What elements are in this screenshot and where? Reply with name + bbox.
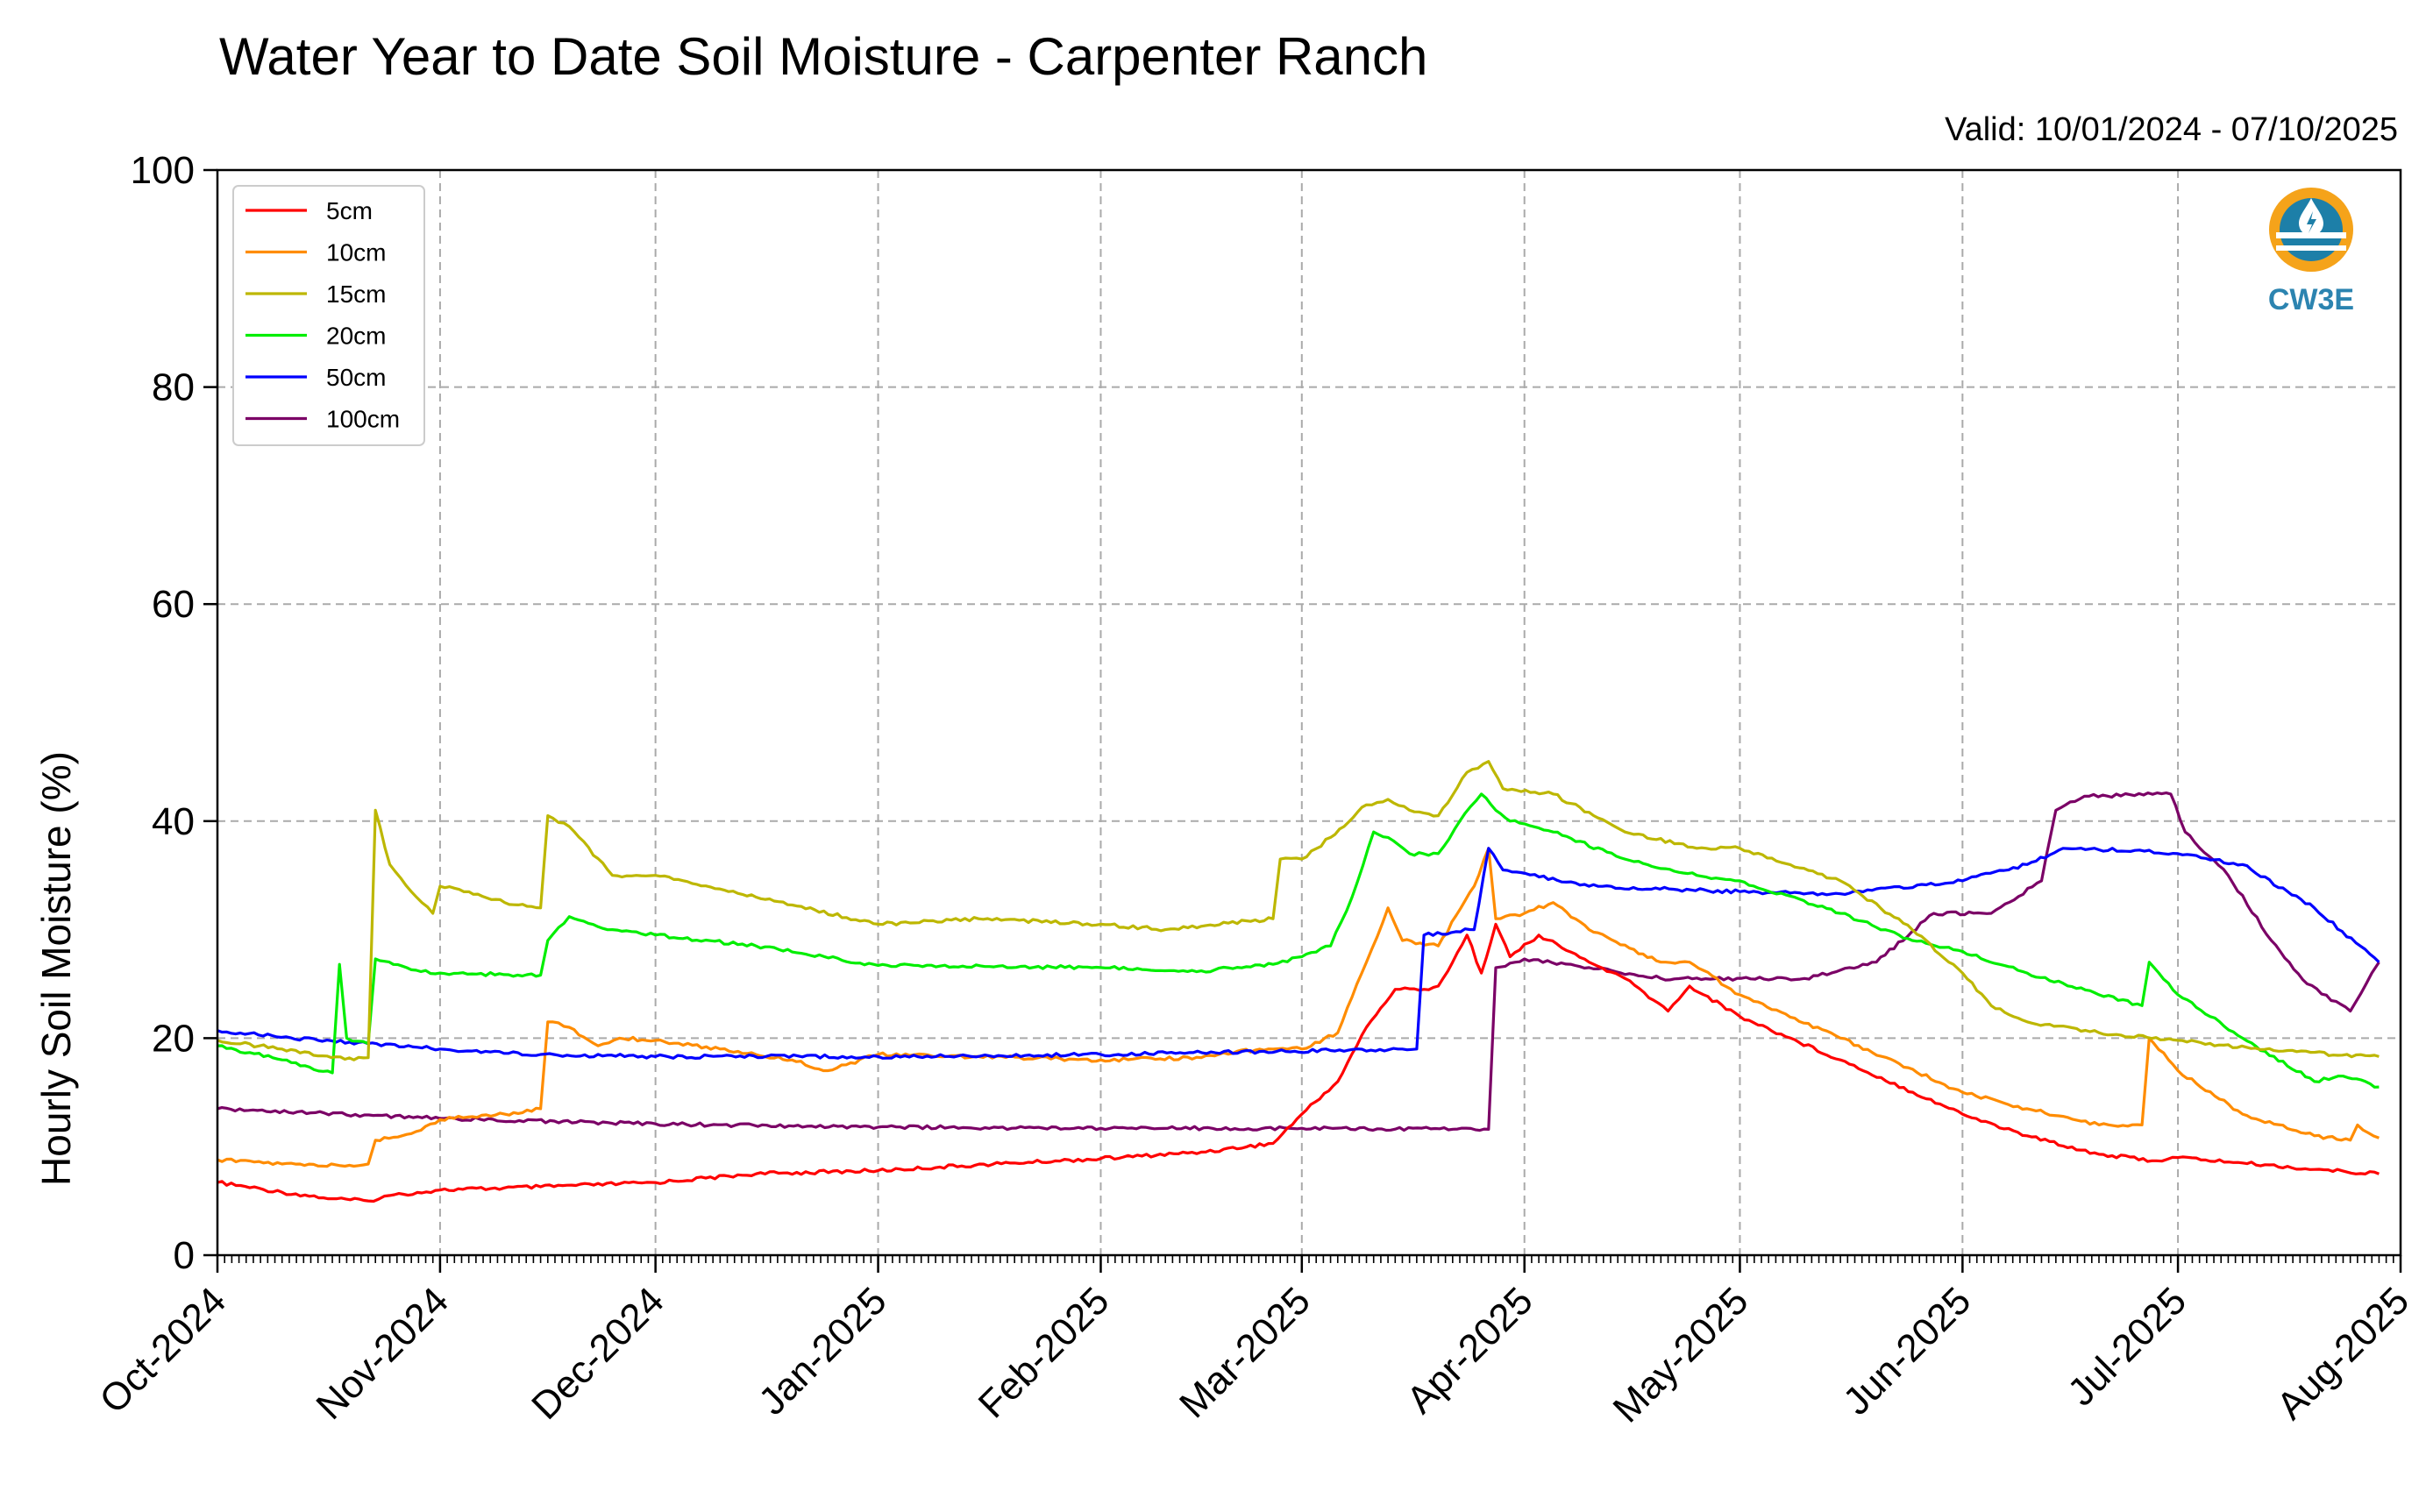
series-line-5cm bbox=[217, 922, 2380, 1203]
plot-frame bbox=[216, 168, 2402, 1257]
x-tick-label: Jan-2025 bbox=[751, 1279, 894, 1423]
legend-label: 5cm bbox=[326, 197, 373, 224]
series-lines bbox=[217, 760, 2380, 1203]
y-tick-label: 80 bbox=[152, 366, 195, 409]
series-line-20cm bbox=[217, 792, 2380, 1089]
x-tick-label: May-2025 bbox=[1605, 1279, 1757, 1430]
legend-label: 50cm bbox=[326, 364, 386, 391]
y-tick-label: 0 bbox=[174, 1234, 195, 1277]
x-tick-label: Apr-2025 bbox=[1398, 1279, 1541, 1422]
x-minor-ticks bbox=[217, 1255, 2401, 1263]
logo-band-2 bbox=[2276, 245, 2346, 251]
legend-label: 100cm bbox=[326, 406, 400, 433]
x-axis: Oct-2024 Nov-2024 Dec-2024 Jan-2025 Feb-2025… bbox=[91, 1255, 2417, 1430]
legend-label: 20cm bbox=[326, 323, 386, 350]
x-tick-label: Feb-2025 bbox=[971, 1279, 1118, 1426]
chart-title: Water Year to Date Soil Moisture - Carpe… bbox=[219, 27, 1427, 86]
y-tick-label: 60 bbox=[152, 583, 195, 626]
cw3e-logo: CW3E bbox=[2268, 188, 2354, 316]
y-tick-label: 40 bbox=[152, 800, 195, 843]
x-tick-label: Jun-2025 bbox=[1835, 1279, 1979, 1423]
x-tick-label: Aug-2025 bbox=[2268, 1279, 2417, 1428]
legend-label: 15cm bbox=[326, 280, 386, 308]
logo-drop-accent bbox=[2307, 211, 2316, 233]
series-line-10cm bbox=[217, 847, 2380, 1168]
legend-label: 10cm bbox=[326, 239, 386, 266]
x-tick-label: Oct-2024 bbox=[91, 1279, 234, 1422]
series-line-15cm bbox=[217, 760, 2380, 1061]
y-tick-label: 100 bbox=[131, 149, 195, 192]
chart-subtitle: Valid: 10/01/2024 - 07/10/2025 bbox=[1945, 111, 2398, 148]
x-tick-label: Mar-2025 bbox=[1171, 1279, 1319, 1426]
y-tick-label: 20 bbox=[152, 1017, 195, 1060]
logo-text: CW3E bbox=[2268, 283, 2354, 316]
series-line-50cm bbox=[217, 847, 2380, 1060]
x-tick-label: Dec-2024 bbox=[523, 1279, 672, 1428]
legend: 5cm 10cm 15cm 20cm 50cm 100cm bbox=[232, 185, 425, 446]
y-axis-label: Hourly Soil Moisture (%) bbox=[33, 751, 79, 1186]
grid-lines bbox=[217, 170, 2401, 1255]
series-line-100cm bbox=[217, 791, 2380, 1132]
y-axis: 0 20 40 60 80 100 bbox=[131, 149, 217, 1277]
x-tick-label: Nov-2024 bbox=[308, 1279, 457, 1428]
x-tick-label: Jul-2025 bbox=[2060, 1279, 2195, 1414]
